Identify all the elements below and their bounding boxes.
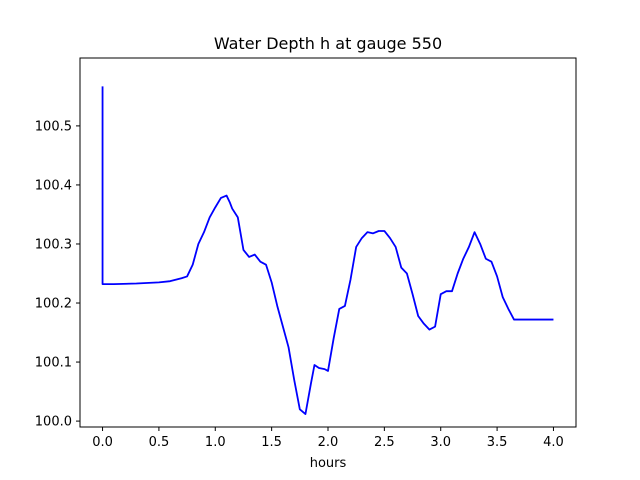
x-tick-label: 2.0 — [318, 435, 339, 450]
x-tick-label: 1.5 — [261, 435, 282, 450]
x-tick-label: 3.5 — [487, 435, 508, 450]
y-tick-label: 100.0 — [35, 415, 72, 430]
x-axis: 0.0 0.5 1.0 1.5 2.0 2.5 3.0 3.5 4.0 — [92, 427, 564, 450]
x-tick-label: 3.0 — [430, 435, 451, 450]
chart-title: Water Depth h at gauge 550 — [214, 34, 442, 53]
x-tick-label: 4.0 — [543, 435, 564, 450]
series-line-1 — [101, 86, 554, 415]
y-axis: 100.0 100.1 100.2 100.3 100.4 100.5 — [35, 119, 80, 430]
x-tick-label: 0.5 — [149, 435, 170, 450]
x-axis-label: hours — [310, 456, 347, 471]
y-tick-label: 100.1 — [35, 356, 72, 371]
y-tick-label: 100.4 — [35, 178, 72, 193]
y-tick-label: 100.2 — [35, 297, 72, 312]
x-tick-label: 0.0 — [92, 435, 113, 450]
plot-area — [79, 57, 577, 428]
y-tick-label: 100.3 — [35, 237, 72, 252]
x-tick-label: 1.0 — [205, 435, 226, 450]
x-tick-label: 2.5 — [374, 435, 395, 450]
y-tick-label: 100.5 — [35, 119, 72, 134]
